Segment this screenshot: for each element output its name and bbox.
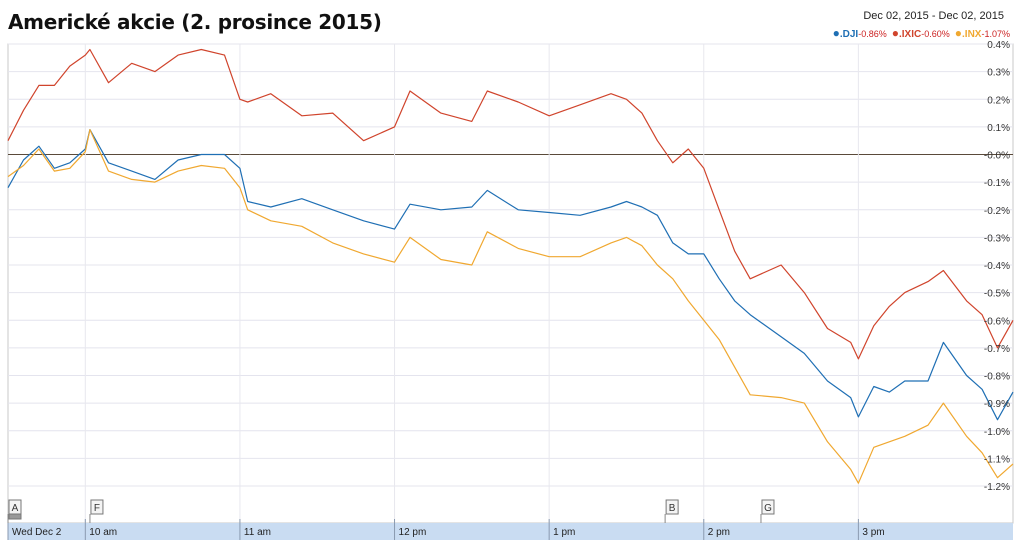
y-tick-label: -0.2% <box>984 206 1010 217</box>
x-tick-label: 12 pm <box>399 527 427 538</box>
legend-dot-icon: ● <box>832 26 840 40</box>
event-marker-shadow <box>8 513 22 520</box>
event-marker-b[interactable]: B <box>665 499 679 515</box>
y-tick-label: -0.4% <box>984 261 1010 272</box>
x-tick-label: 2 pm <box>708 527 730 538</box>
legend-series-name: .IXIC <box>899 29 922 40</box>
event-marker-box[interactable] <box>761 499 775 515</box>
y-tick-label: -0.9% <box>984 399 1010 410</box>
event-marker-label[interactable]: A <box>12 503 19 514</box>
legend-item-ixic[interactable]: ●.IXIC-0.60% <box>891 26 950 40</box>
event-marker-label[interactable]: F <box>94 503 100 514</box>
y-tick-label: -0.1% <box>984 178 1010 189</box>
y-tick-label: -0.6% <box>984 316 1010 327</box>
x-tick-label: Wed Dec 2 <box>12 527 62 538</box>
event-marker-box[interactable] <box>665 499 679 515</box>
series-line-ixic <box>7 48 1014 360</box>
y-tick-label: -1.0% <box>984 427 1010 438</box>
legend-series-change: -1.07% <box>981 29 1010 39</box>
series-line-dji <box>7 129 1014 421</box>
event-marker-label[interactable]: G <box>764 503 772 514</box>
y-tick-label: -0.7% <box>984 344 1010 355</box>
y-tick-label: -0.3% <box>984 233 1010 244</box>
series-line-inx <box>7 129 1014 484</box>
event-marker-g[interactable]: G <box>761 499 775 515</box>
y-tick-label: -1.1% <box>984 454 1010 465</box>
legend-series-change: -0.86% <box>858 29 887 39</box>
y-tick-label: 0.2% <box>987 95 1010 106</box>
legend-item-dji[interactable]: ●.DJI-0.86% <box>832 26 887 40</box>
legend-series-name: .DJI <box>839 29 859 40</box>
x-tick-label: 11 am <box>244 527 271 538</box>
event-marker-label[interactable]: B <box>669 503 676 514</box>
x-tick-label: 10 am <box>89 527 117 538</box>
y-tick-label: -1.2% <box>984 482 1010 493</box>
y-tick-label: 0.1% <box>987 123 1010 134</box>
event-marker-f[interactable]: F <box>90 499 104 515</box>
x-axis-bar <box>8 523 1013 540</box>
chart-title: Americké akcie (2. prosince 2015) <box>8 10 382 34</box>
legend-series-change: -0.60% <box>921 29 950 39</box>
y-tick-label: -0.5% <box>984 289 1010 300</box>
y-tick-label: 0.4% <box>987 40 1010 51</box>
plot-frame <box>7 43 1014 524</box>
legend-dot-icon: ● <box>891 26 899 40</box>
y-tick-label: -0.8% <box>984 372 1010 383</box>
y-tick-label: 0.3% <box>987 68 1010 79</box>
x-tick-label: 3 pm <box>862 527 884 538</box>
date-range: Dec 02, 2015 - Dec 02, 2015 <box>863 10 1004 22</box>
legend-series-name: .INX <box>962 29 982 40</box>
y-tick-label: -0.0% <box>984 151 1010 162</box>
legend: ●.DJI-0.86% ●.IXIC-0.60% ●.INX-1.07% <box>828 26 1010 40</box>
event-marker-a[interactable]: A <box>8 499 22 520</box>
event-marker-box[interactable] <box>90 499 104 515</box>
legend-item-inx[interactable]: ●.INX-1.07% <box>954 26 1010 40</box>
x-tick-label: 1 pm <box>553 527 575 538</box>
legend-dot-icon: ● <box>954 26 963 40</box>
